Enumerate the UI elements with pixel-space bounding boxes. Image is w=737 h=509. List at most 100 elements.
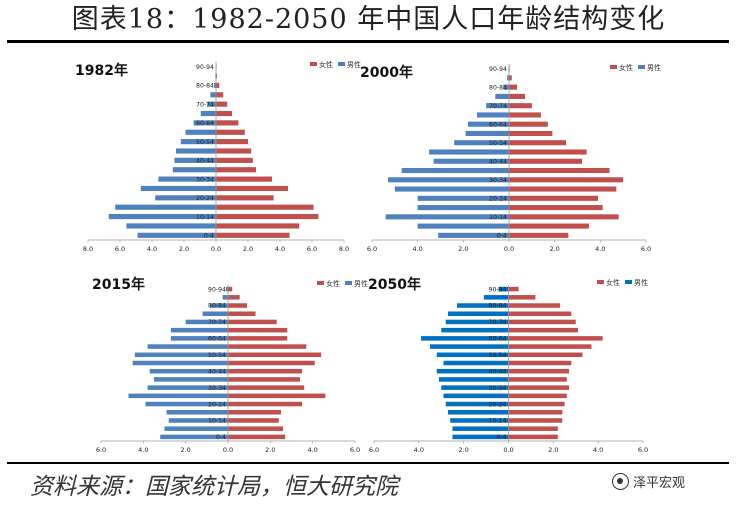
category-label: 50-54 (208, 352, 226, 359)
title-divider (7, 40, 729, 43)
bar-male (417, 205, 509, 211)
bar-female (508, 393, 567, 399)
bar-male (176, 148, 216, 154)
category-label: 30-34 (208, 385, 226, 392)
bar-male (108, 214, 216, 220)
x-tick-label: 6.0 (307, 245, 317, 253)
bar-female (508, 360, 572, 366)
bar-female (228, 319, 277, 325)
brand-mark: 泽平宏观 (612, 472, 685, 491)
bar-male (436, 352, 509, 358)
bar-female (509, 103, 532, 109)
bar-male (128, 393, 228, 399)
bar-male (145, 401, 228, 407)
x-tick-label: 4.0 (275, 245, 285, 253)
category-label: 80-84 (208, 303, 226, 310)
bar-male (438, 232, 509, 238)
category-label: 20-24 (196, 195, 214, 202)
bar-male (387, 177, 509, 183)
bar-female (216, 92, 224, 98)
bar-female (508, 344, 592, 349)
bar-male (155, 195, 216, 201)
category-label: 20-24 (208, 401, 226, 408)
bar-male (164, 426, 228, 431)
bar-male (443, 360, 509, 366)
bar-male (417, 223, 509, 229)
panel-title: 2015年 (92, 276, 145, 293)
category-label: 10-14 (196, 214, 214, 221)
bar-female (509, 149, 587, 155)
bar-male (465, 130, 509, 137)
bar-male (483, 295, 509, 300)
bar-female (509, 93, 525, 99)
category-label: 40-44 (489, 158, 507, 165)
brand-name: 泽平宏观 (633, 476, 686, 491)
bar-male (210, 92, 216, 98)
wechat-logo-icon (612, 473, 629, 490)
bar-female (216, 204, 314, 210)
bar-male (172, 167, 216, 173)
bar-male (443, 393, 509, 399)
bar-male (447, 410, 509, 415)
legend-male-label: 男性 (354, 279, 368, 288)
legend-female-swatch (317, 281, 324, 285)
x-tick-label: 8.0 (83, 245, 93, 253)
category-label: 10-14 (489, 418, 507, 425)
bar-male (452, 434, 509, 440)
bar-female (508, 352, 583, 358)
bar-male (447, 311, 509, 316)
bar-male (495, 93, 509, 99)
category-label: 90-94 (489, 286, 507, 293)
bar-female (228, 344, 307, 349)
category-label: 70-74 (489, 319, 507, 326)
x-tick-label: 4.0 (595, 245, 605, 253)
x-tick-label: 0.0 (223, 446, 233, 454)
bar-female (216, 185, 288, 192)
panel-title: 2000年 (360, 64, 413, 81)
category-label: 0-4 (204, 233, 214, 240)
bar-female (508, 434, 558, 440)
category-label: 20-24 (489, 401, 507, 408)
x-tick-label: 2.0 (265, 446, 275, 454)
bar-male (430, 344, 509, 349)
category-label: 10-14 (208, 418, 226, 425)
legend-male-label: 男性 (634, 278, 648, 287)
category-label: 20-24 (489, 196, 507, 203)
bar-male (193, 120, 216, 126)
category-label: 40-44 (208, 368, 226, 375)
x-tick-label: 2.0 (243, 245, 253, 253)
bar-female (216, 195, 274, 201)
bar-male (166, 410, 228, 415)
bar-male (153, 377, 228, 382)
x-tick-label: 2.0 (458, 446, 468, 454)
bar-male (467, 121, 509, 127)
x-tick-label: 4.0 (414, 446, 424, 454)
bar-male (401, 167, 509, 174)
bar-male (210, 303, 228, 308)
legend-male-swatch (625, 280, 632, 284)
x-tick-label: 6.0 (638, 446, 648, 454)
x-tick-label: 6.0 (350, 446, 360, 454)
bar-female (509, 130, 553, 137)
bar-male (137, 232, 216, 238)
bar-female (228, 393, 326, 399)
bar-female (216, 157, 253, 163)
bar-female (228, 426, 284, 431)
bar-female (228, 410, 281, 415)
source-note: 资料来源：国家统计局，恒大研究院 (30, 474, 398, 500)
bar-male (200, 110, 216, 117)
category-label: 90-94 (196, 64, 214, 71)
bar-male (185, 129, 216, 135)
bar-female (509, 112, 541, 118)
category-label: 40-44 (196, 158, 214, 165)
bar-male (441, 327, 509, 333)
category-label: 0-4 (216, 434, 226, 441)
bar-female (509, 195, 599, 201)
panel-title: 2050年 (368, 276, 421, 293)
bar-female (228, 336, 288, 341)
panel-title: 1982年 (75, 62, 128, 79)
bar-female (216, 148, 252, 154)
x-tick-label: 0.0 (503, 446, 513, 454)
legend-male-label: 男性 (647, 63, 661, 72)
x-tick-label: 4.0 (412, 245, 422, 253)
